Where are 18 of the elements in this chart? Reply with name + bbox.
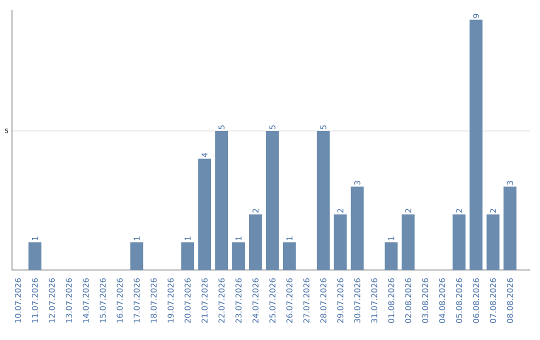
- bar: [198, 158, 212, 270]
- bar: [334, 214, 347, 270]
- bar: [452, 214, 466, 270]
- bar: [181, 242, 194, 270]
- bar: [28, 242, 42, 270]
- bar: [470, 20, 482, 270]
- bar: [282, 242, 296, 270]
- bar: [316, 130, 330, 270]
- bar: [215, 130, 228, 270]
- bar: [232, 242, 245, 270]
- bar: [130, 242, 144, 270]
- bar: [504, 186, 516, 270]
- bar: [486, 214, 500, 270]
- bar: [350, 186, 364, 270]
- bar: [266, 130, 279, 270]
- bar: [402, 214, 415, 270]
- bar: [384, 242, 398, 270]
- bar: [249, 214, 262, 270]
